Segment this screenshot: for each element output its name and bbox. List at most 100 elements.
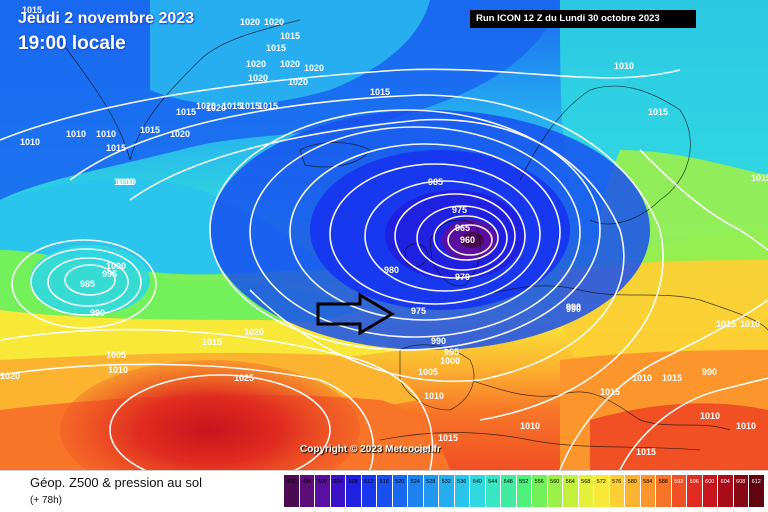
isobar-value-label: 1020	[246, 59, 266, 69]
isobar-value-label: 1010	[740, 319, 760, 329]
colorbar-swatch: 524	[408, 475, 424, 507]
isobar-value-label: 1015	[280, 31, 300, 41]
colorbar-swatch: 544	[485, 475, 501, 507]
model-run-banner: Run ICON 12 Z du Lundi 30 octobre 2023	[470, 10, 696, 28]
colorbar-swatch: 512	[361, 475, 377, 507]
isobar-value-label: 1015	[140, 125, 160, 135]
isobar-value-label: 975	[411, 306, 426, 316]
colorbar-value-label: 596	[689, 479, 699, 485]
isobar-value-label: 1015	[648, 107, 668, 117]
isobar-value-label: 960	[460, 235, 475, 245]
isobar-value-label: 1010	[116, 177, 136, 187]
isobar-965	[433, 215, 499, 261]
isobar-value-label: 1020	[280, 59, 300, 69]
z500-band-lightblue-greenland	[150, 0, 430, 105]
colorbar-swatch: 492	[284, 475, 300, 507]
isobar-value-label: 1015	[240, 101, 260, 111]
colorbar-swatch: 612	[749, 475, 765, 507]
isobar-1000	[209, 109, 601, 351]
colorbar-value-label: 592	[674, 479, 684, 485]
colorbar-swatch: 564	[563, 475, 579, 507]
isobar-west-1000	[11, 239, 157, 329]
isobar-value-label: 1010	[20, 137, 40, 147]
coastlines	[59, 19, 768, 451]
isobar-value-label: 1015	[636, 447, 656, 457]
forecast-local-time: 19:00 locale	[18, 33, 126, 54]
isobar-990	[289, 143, 561, 321]
secondary-low	[30, 245, 150, 315]
coastline-greenland	[59, 19, 301, 161]
isobar-value-label: 1020	[196, 101, 216, 111]
isobar-value-label: 1015	[662, 373, 682, 383]
isobar-value-label: 1010	[114, 177, 134, 187]
colorbar-value-label: 580	[627, 479, 637, 485]
z500-band-red-southeast	[590, 403, 768, 470]
isobar-value-label: 1015	[438, 433, 458, 443]
isobar-value-label: 990	[566, 304, 581, 314]
colorbar-swatch: 600	[702, 475, 718, 507]
right-arrow-outline-icon	[316, 292, 395, 336]
isobar-value-label: 1015	[202, 337, 222, 347]
isobar-985	[329, 163, 541, 305]
colorbar-swatch: 560	[547, 475, 563, 507]
field-title: Géop. Z500 & pression au sol	[30, 475, 202, 490]
isobar-value-label: 1015	[176, 107, 196, 117]
colorbar-swatch: 528	[423, 475, 439, 507]
isobar-value-label: 980	[384, 265, 399, 275]
isobar-value-label: 975	[452, 205, 467, 215]
isobar-value-label: 1000	[106, 261, 126, 271]
isobar-960	[447, 224, 493, 256]
isobar-value-label: 1010	[96, 129, 116, 139]
isobar-1020-south	[0, 363, 375, 470]
isobar-value-label: 1010	[736, 421, 756, 431]
colorbar-swatch: 588	[656, 475, 672, 507]
colorbar-value-label: 564	[565, 479, 575, 485]
isobar-value-label: 995	[102, 269, 117, 279]
colorbar-swatch: 500	[315, 475, 331, 507]
isobar-value-label: 1010	[424, 391, 444, 401]
colorbar-swatch: 604	[718, 475, 734, 507]
colorbar-swatch: 608	[733, 475, 749, 507]
colorbar-value-label: 604	[720, 479, 730, 485]
coastline-mediterranean	[469, 379, 731, 431]
isobar-value-label: 1020	[170, 129, 190, 139]
isobar-value-label: 1010	[614, 61, 634, 71]
colorbar-value-label: 532	[441, 479, 451, 485]
colorbar-swatch: 552	[516, 475, 532, 507]
isobar-value-label: 1015	[370, 87, 390, 97]
colorbar-swatch: 584	[640, 475, 656, 507]
isobar-value-label: 1020	[248, 73, 268, 83]
colorbar-value-label: 612	[751, 479, 761, 485]
colorbar-swatch: 596	[687, 475, 703, 507]
isobar-value-label: 1010	[520, 421, 540, 431]
colorbar-value-label: 548	[503, 479, 513, 485]
colorbar-value-label: 588	[658, 479, 668, 485]
colorbar-value-label: 508	[348, 479, 358, 485]
isobar-value-label: 1015	[22, 5, 42, 15]
isobar-value-label: 985	[428, 177, 443, 187]
colorbar-value-label: 540	[472, 479, 482, 485]
isobar-value-label: 1010	[700, 411, 720, 421]
isobar-value-label: 1025	[234, 373, 254, 383]
colorbar-value-label: 560	[550, 479, 560, 485]
isobar-value-label: 1015	[222, 101, 242, 111]
colorbar-value-label: 544	[488, 479, 498, 485]
coastline-europe	[469, 285, 768, 331]
isobar-value-label: 1000	[440, 356, 460, 366]
colorbar-value-label: 496	[302, 479, 312, 485]
isobar-value-label: 1015	[106, 143, 126, 153]
colorbar-value-label: 584	[643, 479, 653, 485]
colorbar-swatch: 572	[594, 475, 610, 507]
isobar-east-2	[619, 377, 768, 470]
isobar-value-label: 1020	[244, 327, 264, 337]
colorbar-value-label: 520	[395, 479, 405, 485]
isobar-west-995	[30, 248, 142, 316]
coastline-north-africa	[379, 432, 701, 451]
isobar-value-label: 1020	[264, 17, 284, 27]
colorbar-value-label: 516	[379, 479, 389, 485]
isobar-value-label: 1020	[206, 103, 226, 113]
lead-time: (+ 78h)	[30, 495, 62, 506]
colorbar-value-label: 492	[286, 479, 296, 485]
colorbar-value-label: 572	[596, 479, 606, 485]
